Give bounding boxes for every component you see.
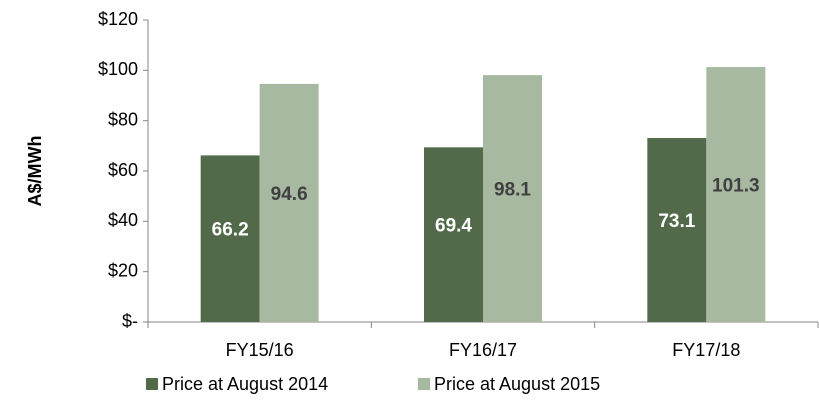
bar (200, 155, 260, 322)
value-label: 66.2 (212, 220, 249, 241)
value-label: 73.1 (658, 211, 695, 232)
y-tick-label: $120 (98, 9, 138, 29)
value-label: 69.4 (435, 216, 472, 237)
value-label: 101.3 (712, 176, 760, 197)
bar (259, 83, 319, 322)
y-axis-label: A$/MWh (25, 136, 45, 207)
y-tick-label: $20 (108, 260, 138, 280)
value-label: 98.1 (494, 180, 531, 201)
y-tick-label: $60 (108, 160, 138, 180)
y-tick-label: $- (122, 311, 138, 331)
y-tick-label: $80 (108, 109, 138, 129)
bar (424, 147, 483, 322)
y-tick-label: $100 (98, 59, 138, 79)
bar (706, 67, 766, 322)
x-tick-label: FY15/16 (226, 340, 294, 360)
bar (647, 138, 707, 322)
value-label: 94.6 (271, 184, 308, 205)
y-tick-label: $40 (108, 210, 138, 230)
legend-swatch (418, 378, 430, 390)
legend-label: Price at August 2015 (434, 374, 600, 394)
x-tick-label: FY17/18 (672, 340, 740, 360)
legend-label: Price at August 2014 (162, 374, 328, 394)
legend-swatch (146, 378, 158, 390)
bar (483, 75, 542, 323)
x-tick-label: FY16/17 (449, 340, 517, 360)
